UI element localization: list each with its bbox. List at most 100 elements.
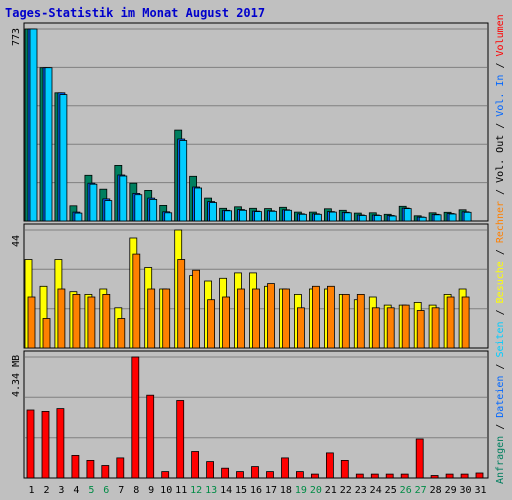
legend-entry: Besuche <box>495 261 506 303</box>
day-label: 26 <box>400 485 412 496</box>
bar-kbytes <box>460 473 469 479</box>
bar-kbytes <box>325 452 334 479</box>
bar-rechner <box>132 253 141 349</box>
bar-rechner <box>102 293 111 349</box>
bar-rechner <box>431 307 440 349</box>
bar-seiten <box>239 209 247 222</box>
bar-seiten <box>418 216 427 222</box>
day-label: 4 <box>73 485 79 496</box>
bar-kbytes <box>340 459 349 479</box>
day-label: 27 <box>415 485 427 496</box>
panel-hits: 773 <box>11 22 489 222</box>
bar-kbytes <box>475 472 484 479</box>
legend-entry: / <box>495 56 506 74</box>
day-label: 1 <box>28 485 34 496</box>
right-legend: Anfragen / Dateien / Seiten / Besuche / … <box>495 14 506 484</box>
bar-kbytes <box>116 457 125 479</box>
day-axis-labels: 1 2 3 4 5 6 7 8 9 10 11 12 13 14 15 16 17 18 19 20 21 22 23 24 2… <box>28 485 486 496</box>
legend-entry: Volumen <box>495 14 506 56</box>
bar-rechner <box>252 288 260 349</box>
day-label: 20 <box>310 485 322 496</box>
bar-seiten <box>388 215 397 222</box>
bar-kbytes <box>221 467 230 479</box>
bar-seiten <box>343 212 352 222</box>
day-label: 23 <box>355 485 367 496</box>
legend-entry: / <box>495 117 506 135</box>
bar-seiten <box>373 215 382 222</box>
day-label: 31 <box>474 485 486 496</box>
bar-rechner <box>371 307 380 349</box>
bar-kbytes <box>56 408 65 479</box>
panel-visits: 44 <box>11 223 489 349</box>
day-label: 18 <box>280 485 292 496</box>
bar-rechner <box>42 318 51 349</box>
bar-kbytes <box>281 457 289 479</box>
bar-seiten <box>179 140 188 222</box>
bar-kbytes <box>41 410 50 479</box>
bar-seiten <box>104 200 113 222</box>
day-label: 24 <box>370 485 382 496</box>
bar-kbytes <box>251 466 259 479</box>
bar-kbytes <box>415 438 424 479</box>
day-label: 9 <box>148 485 154 496</box>
day-label: 15 <box>235 485 247 496</box>
bar-rechner <box>162 288 171 349</box>
legend-entry: / <box>495 243 506 261</box>
bar-rechner <box>401 304 410 349</box>
legend-entry: Dateien <box>495 376 506 418</box>
bar-rechner <box>237 288 245 349</box>
day-label: 5 <box>88 485 94 496</box>
bar-kbytes <box>101 465 110 479</box>
bar-rechner <box>416 310 425 349</box>
bar-rechner <box>27 296 36 349</box>
bar-kbytes <box>86 459 95 479</box>
bar-kbytes <box>236 471 244 479</box>
bar-seiten <box>194 187 203 222</box>
legend-entry: / <box>495 183 506 201</box>
legend-entry: Vol. In <box>495 75 506 117</box>
bar-kbytes <box>266 471 274 479</box>
bar-rechner <box>57 288 66 349</box>
bar-kbytes <box>370 473 379 479</box>
bar-seiten <box>328 211 337 222</box>
bar-seiten <box>149 198 158 222</box>
bar-kbytes <box>176 400 185 479</box>
bar-seiten <box>358 215 367 222</box>
bar-kbytes <box>146 394 155 479</box>
bar-kbytes <box>26 409 35 479</box>
bar-rechner <box>222 296 231 349</box>
bar-rechner <box>72 293 81 349</box>
bar-rechner <box>311 285 320 349</box>
bar-seiten <box>284 209 292 222</box>
y-max-label: 44 <box>11 235 22 247</box>
bar-seiten <box>254 211 262 222</box>
day-label: 7 <box>118 485 124 496</box>
bar-seiten <box>463 211 472 222</box>
bar-kbytes <box>161 471 170 479</box>
bar-kbytes <box>445 473 454 479</box>
bar-seiten <box>164 212 173 222</box>
bar-kbytes <box>355 473 364 479</box>
bar-seiten <box>313 213 322 222</box>
bar-seiten <box>29 28 38 222</box>
day-label: 14 <box>220 485 232 496</box>
bar-kbytes <box>191 451 200 479</box>
day-label: 13 <box>205 485 217 496</box>
panel-frame <box>23 350 489 479</box>
bar-seiten <box>89 183 98 222</box>
bar-kbytes <box>71 454 80 479</box>
bar-kbytes <box>206 461 215 479</box>
bar-rechner <box>296 307 305 349</box>
bar-rechner <box>267 283 275 349</box>
bar-rechner <box>207 299 216 349</box>
bar-rechner <box>461 296 470 349</box>
bar-rechner <box>282 288 290 349</box>
bar-seiten <box>269 210 277 222</box>
day-label: 19 <box>295 485 307 496</box>
day-label: 10 <box>160 485 172 496</box>
legend-entry: Vol. Out <box>495 135 506 183</box>
bar-seiten <box>59 94 68 222</box>
bar-rechner <box>147 288 156 349</box>
bar-kbytes <box>385 473 394 479</box>
day-label: 22 <box>340 485 352 496</box>
